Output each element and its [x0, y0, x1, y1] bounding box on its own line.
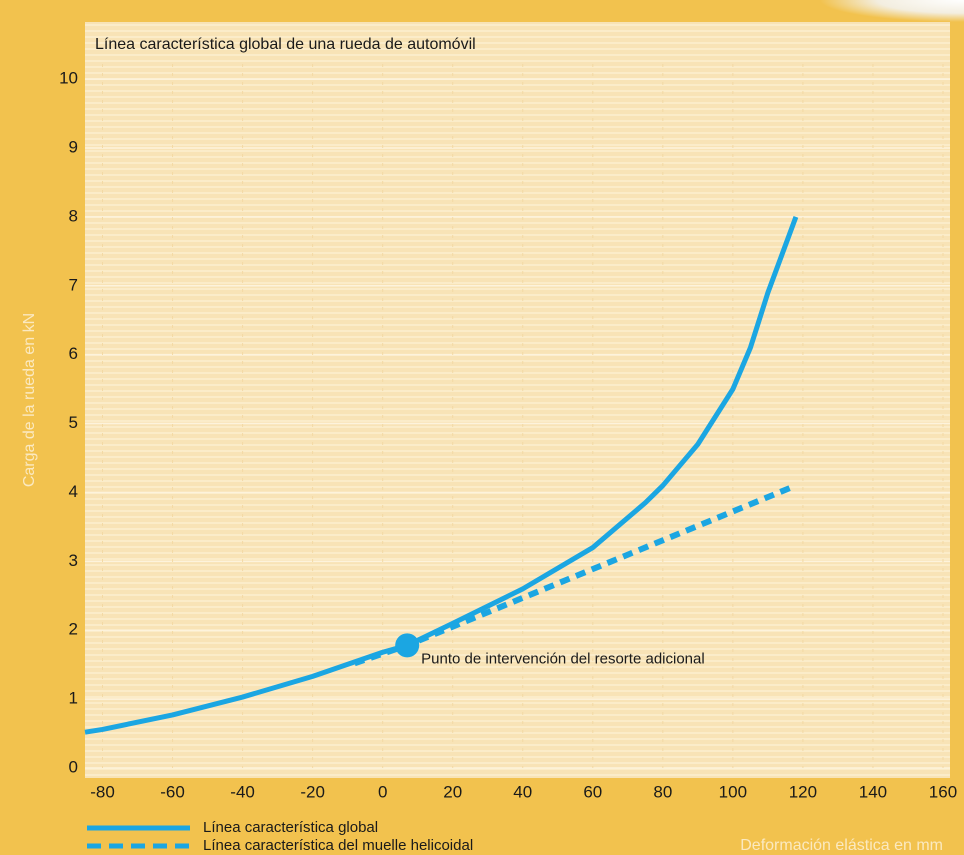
y-tick-label: 6 — [69, 344, 78, 363]
x-tick-label: -20 — [300, 782, 325, 801]
y-tick-label: 2 — [69, 620, 78, 639]
x-tick-label: -40 — [230, 782, 255, 801]
intervention-point — [395, 633, 420, 658]
x-tick-label: -60 — [160, 782, 185, 801]
x-tick-label: 100 — [719, 782, 747, 801]
y-tick-label: 1 — [69, 689, 78, 708]
x-tick-label: 120 — [789, 782, 817, 801]
x-tick-label: -80 — [90, 782, 115, 801]
y-tick-label: 3 — [69, 551, 78, 570]
legend-label: Línea característica global — [203, 819, 378, 836]
x-axis-label: Deformación elástica en mm — [740, 837, 943, 854]
chart-title: Línea característica global de una rueda… — [95, 36, 476, 53]
x-tick-label: 80 — [653, 782, 672, 801]
x-tick-label: 40 — [513, 782, 532, 801]
x-tick-label: 60 — [583, 782, 602, 801]
series-line — [84, 216, 799, 735]
y-tick-label: 0 — [69, 757, 78, 776]
y-tick-label: 5 — [69, 413, 78, 432]
annotation: Punto de intervención del resorte adicio… — [421, 650, 705, 667]
legend-label: Línea característica del muelle helicoid… — [203, 837, 473, 854]
y-tick-label: 4 — [69, 482, 78, 501]
x-tick-label: 20 — [443, 782, 462, 801]
y-tick-label: 9 — [69, 137, 78, 156]
corner-decoration — [820, 0, 964, 22]
x-tick-label: 140 — [859, 782, 887, 801]
x-tick-label: 160 — [929, 782, 957, 801]
y-tick-label: 7 — [69, 275, 78, 294]
x-tick-label: 0 — [378, 782, 387, 801]
y-tick-label: 8 — [69, 206, 78, 225]
y-tick-label: 10 — [59, 69, 78, 88]
y-axis-label: Carga de la rueda en kN — [21, 313, 38, 487]
